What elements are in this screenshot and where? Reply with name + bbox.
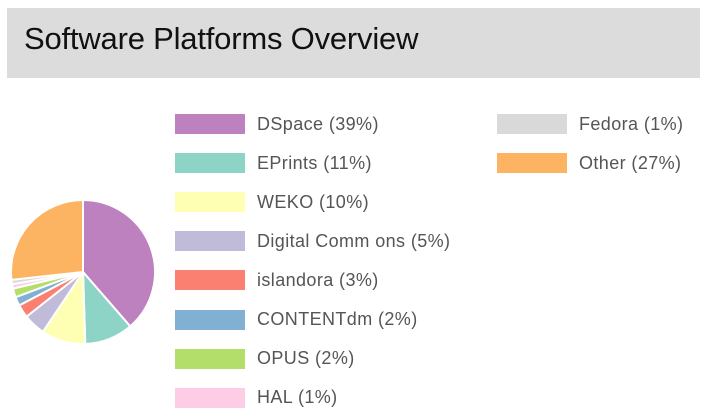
legend-item-eprints: EPrints (11%) (175, 152, 372, 174)
legend-swatch (175, 192, 245, 213)
legend-item-dspace: DSpace (39%) (175, 113, 379, 135)
legend-label: islandora (3%) (257, 269, 379, 290)
legend-label: OPUS (2%) (257, 348, 355, 369)
legend-swatch (175, 231, 245, 252)
legend-label: CONTENTdm (2%) (257, 309, 418, 329)
legend-swatch (497, 153, 567, 174)
legend-label: EPrints (11%) (257, 152, 372, 173)
pie-slice-dspace (82, 198, 156, 328)
legend-item-weko: WEKO (10%) (175, 191, 369, 213)
legend-item-hal: HAL (1%) (175, 387, 338, 409)
header-bar: Software Platforms Overview (7, 8, 700, 78)
legend-label: WEKO (10%) (257, 191, 370, 212)
legend-item-other: Other (27%) (497, 152, 681, 174)
legend-item-opus: OPUS (2%) (175, 348, 355, 370)
legend-swatch (175, 387, 245, 408)
legend-swatch (175, 114, 245, 134)
legend-swatch (175, 348, 245, 369)
legend-label: Other (27%) (579, 152, 682, 173)
legend-label: HAL (1%) (257, 387, 338, 408)
legend-item-fedora: Fedora (1%) (497, 113, 683, 135)
page-title: Software Platforms Overview (24, 21, 419, 56)
legend-item-islandora: islandora (3%) (175, 269, 379, 291)
legend-item-contentdm: CONTENTdm (2%) (175, 309, 418, 331)
legend-label: DSpace (39%) (257, 113, 379, 134)
legend-label: Digital Comm ons (5%) (257, 230, 451, 251)
legend-swatch (497, 114, 567, 134)
pie-slice-other (10, 198, 84, 281)
legend-item-digital-commons: Digital Comm ons (5%) (175, 230, 450, 252)
legend-swatch (175, 270, 245, 291)
legend-swatch (175, 153, 245, 174)
legend-swatch (175, 309, 245, 330)
legend-label: Fedora (1%) (579, 113, 684, 134)
